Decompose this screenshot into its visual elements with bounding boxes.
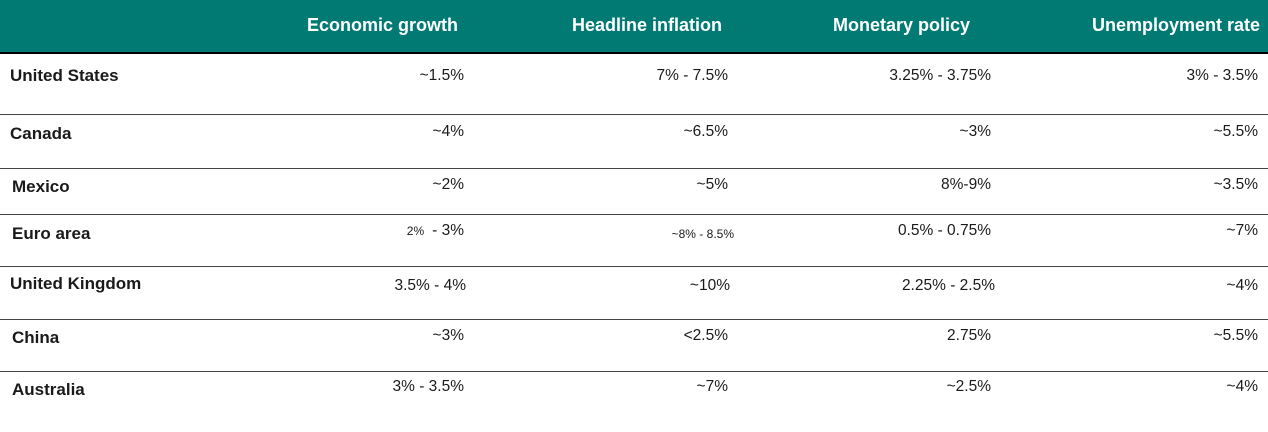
header-unemployment-rate: Unemployment rate [1091,15,1260,35]
unemployment-value: ~4% [1226,378,1258,395]
growth-value: 2% - 3% [407,222,464,240]
table-row: United Kingdom 3.5% - 4% ~10% 2.25% - 2.… [0,267,1268,320]
country-label: United States [10,66,119,85]
inflation-value: ~6.5% [683,123,728,140]
unemployment-value: ~5.5% [1213,327,1258,344]
header-headline-inflation: Headline inflation [571,15,722,35]
inflation-value: ~7% [696,378,728,395]
growth-value: 3.5% - 4% [394,277,466,294]
inflation-value: 7% - 7.5% [656,67,728,84]
country-label: Australia [12,380,85,399]
policy-value: 2.75% [947,327,991,344]
policy-value: 0.5% - 0.75% [897,222,991,239]
table-row: Australia 3% - 3.5% ~7% ~2.5% ~4% [0,372,1268,432]
table-header: Economic growth Headline inflation Monet… [0,0,1268,54]
header-economic-growth: Economic growth [306,15,458,35]
table-row: Canada ~4% ~6.5% ~3% ~5.5% [0,115,1268,169]
policy-value: ~3% [959,123,991,140]
table-row: Euro area 2% - 3% ~8% - 8.5% 0.5% - 0.75%… [0,215,1268,267]
policy-value: 8%-9% [941,176,991,193]
growth-value: 3% - 3.5% [392,378,464,395]
table-row: United States ~1.5% 7% - 7.5% 3.25% - 3.… [0,54,1268,115]
table-row: China ~3% <2.5% 2.75% ~5.5% [0,320,1268,372]
country-label: United Kingdom [10,274,142,293]
country-label: Euro area [12,224,91,243]
growth-value: ~4% [432,123,464,140]
growth-value-low: 2% [406,224,425,238]
country-label: Mexico [12,177,70,196]
policy-value: 3.25% - 3.75% [889,67,991,84]
inflation-value: <2.5% [683,327,728,344]
inflation-value: ~5% [696,176,728,193]
growth-value: ~1.5% [419,67,464,84]
country-label: Canada [10,124,72,143]
inflation-value: ~10% [689,277,730,294]
unemployment-value: ~7% [1226,222,1258,239]
inflation-value: ~8% - 8.5% [671,227,734,241]
policy-value: ~2.5% [946,378,991,395]
growth-value-high: - 3% [432,222,464,239]
table-row: Mexico ~2% ~5% 8%-9% ~3.5% [0,169,1268,215]
country-label: China [12,328,60,347]
unemployment-value: 3% - 3.5% [1186,67,1258,84]
policy-value: 2.25% - 2.5% [901,277,995,294]
unemployment-value: ~5.5% [1213,123,1258,140]
unemployment-value: ~4% [1226,277,1258,294]
header-monetary-policy: Monetary policy [832,15,970,35]
growth-value: ~2% [432,176,464,193]
unemployment-value: ~3.5% [1213,176,1258,193]
growth-value: ~3% [432,327,464,344]
